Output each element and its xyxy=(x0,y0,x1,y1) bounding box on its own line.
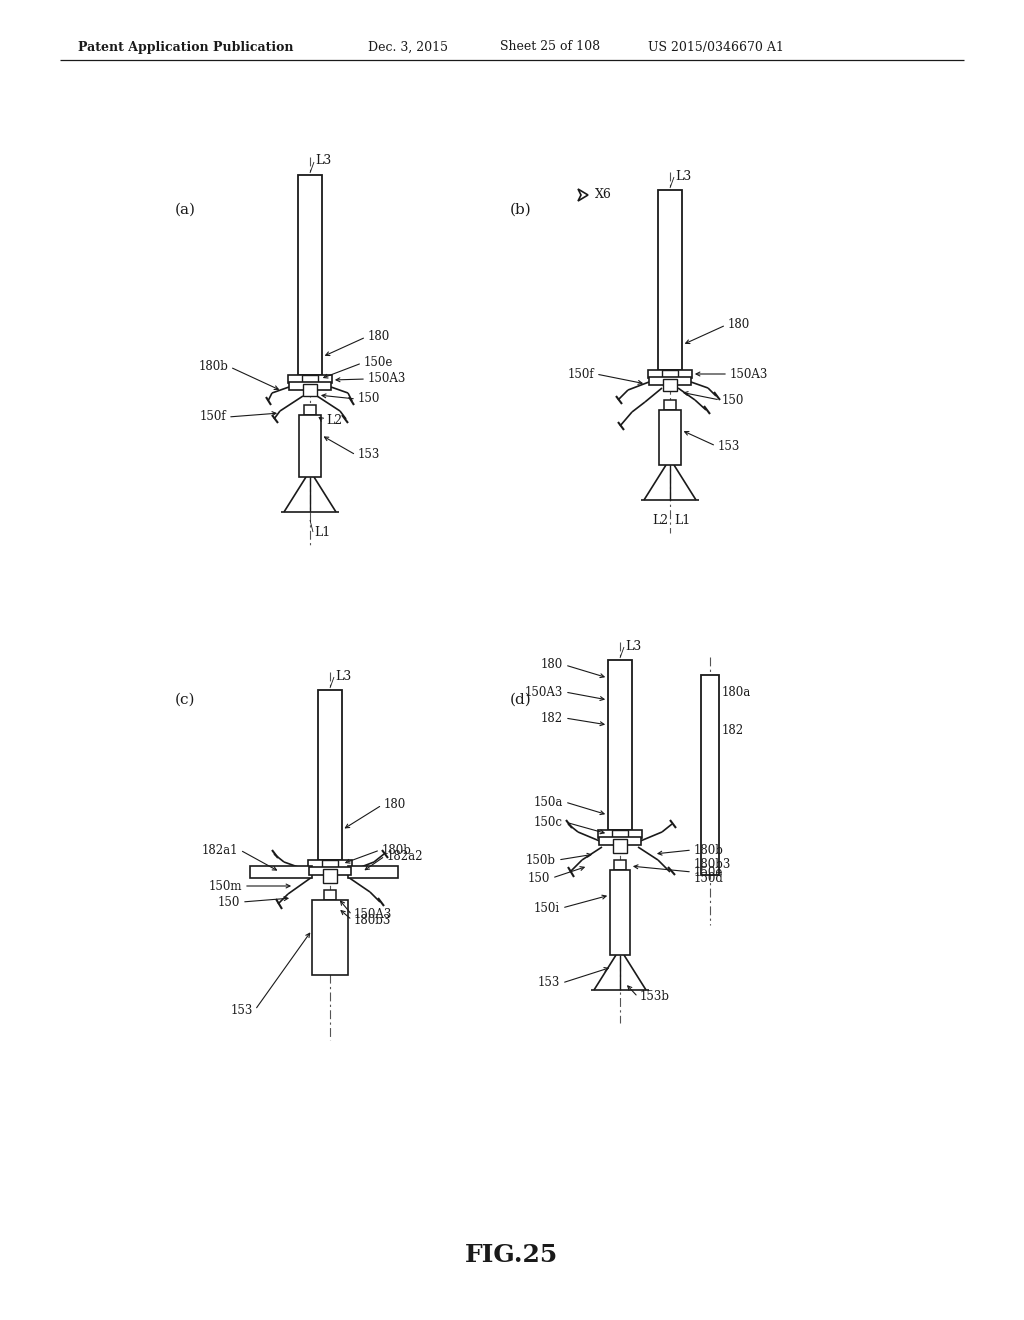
Bar xyxy=(659,411,681,465)
Bar xyxy=(288,375,332,383)
Text: (b): (b) xyxy=(510,203,531,216)
Text: 150: 150 xyxy=(218,895,240,908)
Text: 150A3: 150A3 xyxy=(730,367,768,380)
Text: 150e: 150e xyxy=(364,356,393,370)
Bar xyxy=(663,379,677,391)
Bar xyxy=(298,176,322,375)
Bar xyxy=(648,370,692,378)
Bar xyxy=(348,866,398,878)
Text: 150c: 150c xyxy=(534,816,563,829)
Text: L3: L3 xyxy=(315,154,331,168)
Text: (d): (d) xyxy=(510,693,531,708)
Bar xyxy=(308,861,352,869)
Text: L1: L1 xyxy=(674,515,690,528)
Text: 150e: 150e xyxy=(694,866,723,879)
Bar xyxy=(322,861,338,869)
Text: X6: X6 xyxy=(595,189,612,202)
Bar xyxy=(598,830,642,838)
Text: L2: L2 xyxy=(652,515,668,528)
Text: 150A3: 150A3 xyxy=(368,372,407,385)
Text: L2: L2 xyxy=(326,414,342,428)
Text: Patent Application Publication: Patent Application Publication xyxy=(78,41,294,54)
Text: 150m: 150m xyxy=(209,879,242,892)
Text: 180b: 180b xyxy=(694,843,724,857)
Text: L3: L3 xyxy=(625,639,641,652)
Text: L3: L3 xyxy=(335,669,351,682)
Bar xyxy=(701,675,719,875)
Text: 150: 150 xyxy=(358,392,380,405)
Text: 180: 180 xyxy=(728,318,751,331)
Bar xyxy=(303,384,317,396)
Text: 150A3: 150A3 xyxy=(524,685,563,698)
Bar xyxy=(299,414,321,477)
Text: 180: 180 xyxy=(541,659,563,672)
Text: 180: 180 xyxy=(368,330,390,343)
Bar xyxy=(658,190,682,370)
Bar xyxy=(614,861,626,870)
Bar xyxy=(304,405,316,414)
Bar xyxy=(324,890,336,900)
Text: 150: 150 xyxy=(527,871,550,884)
Bar xyxy=(662,370,678,378)
Text: 153: 153 xyxy=(358,449,380,462)
Text: 180b3: 180b3 xyxy=(694,858,731,870)
Text: 153: 153 xyxy=(538,977,560,990)
Text: 180b: 180b xyxy=(382,843,412,857)
Bar xyxy=(610,870,630,954)
Bar xyxy=(664,400,676,411)
Text: 150a: 150a xyxy=(534,796,563,808)
Text: 182: 182 xyxy=(722,723,744,737)
Text: 153b: 153b xyxy=(640,990,670,1003)
Text: FIG.25: FIG.25 xyxy=(465,1243,559,1267)
Text: US 2015/0346670 A1: US 2015/0346670 A1 xyxy=(648,41,784,54)
Bar xyxy=(649,378,691,385)
Bar xyxy=(289,381,331,389)
Text: 150b: 150b xyxy=(526,854,556,866)
Text: (c): (c) xyxy=(175,693,196,708)
Bar xyxy=(318,690,342,861)
Text: L3: L3 xyxy=(675,169,691,182)
Text: 180b3: 180b3 xyxy=(354,913,391,927)
Bar xyxy=(309,867,351,875)
Bar xyxy=(608,660,632,830)
Text: 182a1: 182a1 xyxy=(202,843,238,857)
Text: 180: 180 xyxy=(384,799,407,812)
Text: 182: 182 xyxy=(541,711,563,725)
Text: 150f: 150f xyxy=(200,411,226,424)
Text: (a): (a) xyxy=(175,203,196,216)
Bar xyxy=(613,840,627,853)
Polygon shape xyxy=(578,189,588,201)
Text: 150i: 150i xyxy=(534,902,560,915)
Text: 182a2: 182a2 xyxy=(387,850,424,862)
Text: 150d: 150d xyxy=(694,871,724,884)
Text: 153: 153 xyxy=(230,1003,253,1016)
Text: 150: 150 xyxy=(722,393,744,407)
Text: Sheet 25 of 108: Sheet 25 of 108 xyxy=(500,41,600,54)
Text: 150f: 150f xyxy=(567,367,594,380)
Text: 150A3: 150A3 xyxy=(354,908,392,921)
Bar xyxy=(302,375,318,383)
Text: 180a: 180a xyxy=(722,686,752,700)
Bar xyxy=(250,866,312,878)
Bar xyxy=(312,900,348,975)
Text: L1: L1 xyxy=(314,527,331,540)
Text: 180b: 180b xyxy=(198,360,228,374)
Bar xyxy=(323,869,337,883)
Bar xyxy=(599,837,641,845)
Text: Dec. 3, 2015: Dec. 3, 2015 xyxy=(368,41,449,54)
Text: 153: 153 xyxy=(718,440,740,453)
Bar xyxy=(612,830,628,838)
